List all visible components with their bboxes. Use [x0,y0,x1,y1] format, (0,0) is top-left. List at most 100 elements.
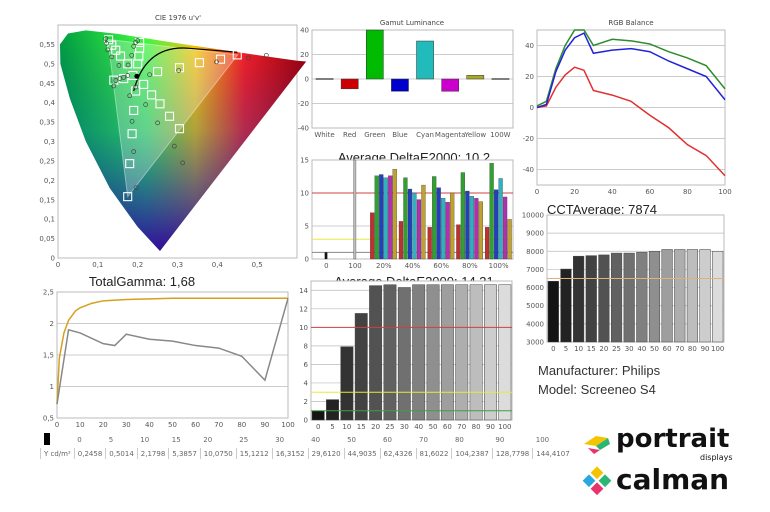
x-tick-label: 20 [371,423,380,431]
y-tick-label: 10 [299,324,308,332]
value-cell: 62,4326 [379,448,416,459]
cct-bar [648,251,661,343]
header-cell: 60 [383,436,392,444]
target-square [215,54,226,64]
gamut-bar-green [366,29,384,80]
deltae-bar [478,201,483,260]
deltae-bar [489,163,494,260]
x-tick-label: 15 [587,345,596,353]
x-tick-label: 0,4 [212,261,224,269]
deltae-bar [412,192,417,260]
cct-bar [547,280,559,343]
y-tick-label: 6000 [526,284,544,292]
x-tick-label: 90 [701,345,710,353]
x-tick-label: 70 [214,421,223,429]
x-tick-label: White [314,131,334,139]
y-tick-label: 40 [300,27,309,35]
grayscale-deltae-bar [397,287,411,421]
deltae-bar [460,172,465,260]
y-tick-label: 0,45 [39,80,55,88]
x-tick-label: 50 [429,423,438,431]
x-tick-label: 80% [462,262,478,270]
x-tick-label: 80 [688,345,697,353]
x-tick-label: 100 [711,345,724,353]
grayscale-deltae-bar [455,284,469,421]
x-tick-label: 60 [191,421,200,429]
x-tick-label: 100 [281,421,294,429]
y-tick-label: 8000 [526,248,544,256]
measured-point [129,118,135,124]
x-tick-label: 60% [433,262,449,270]
deltae-bar [441,198,446,260]
x-tick-label: 100 [718,188,731,196]
value-cell: 0,2458 [73,448,106,459]
y-tick-label: 3000 [526,339,544,347]
gamma-chart: TotalGamma: 1,68 0,5 1 1,5 2 2,5 0 10 20 30 40 50 6… [43,274,295,429]
x-tick-label: 70 [457,423,466,431]
y-tick-label: 0,05 [39,235,55,243]
target-square [125,159,135,169]
deltae-bar [403,177,408,260]
x-tick-label: Yellow [464,131,487,139]
y-tick-label: 10 [300,190,309,198]
deltae-bar [507,219,512,260]
y-tick-label: 0,55 [39,41,55,49]
deltae-bar [416,199,422,260]
value-cell: 15,1212 [235,448,273,459]
rgb-balance-chart: RGB Balance -40 -20 0 20 40 0 20 40 60 80 100 [523,19,732,196]
cct-bar [585,255,597,343]
measured-point [125,73,131,78]
y-tick-label: 0 [51,255,55,263]
y-tick-label: -20 [298,100,309,108]
deltae-bar [450,192,455,260]
x-tick-label: 60 [663,345,672,353]
deltae-bar [407,188,413,260]
target-square [119,74,129,84]
cct-chart: CCTAverage: 7874 30004000500060007000800… [522,202,725,353]
measured-point [111,83,117,89]
gamut-bar-cyan [416,40,434,80]
y-tick-label: 0,35 [39,119,55,127]
measured-point [147,72,152,78]
deltae-bar [456,224,461,260]
deltae-bar [432,176,437,260]
y-tick-label: 0 [304,417,308,425]
target-square [232,50,242,60]
gamma-target-line [56,297,288,405]
x-tick-label: 40 [145,421,154,429]
gamma-measured-line [56,298,289,405]
cct-bar [661,249,673,343]
measured-point [129,52,135,58]
y-tick-label: 0,2 [44,177,55,185]
measured-point [246,55,251,61]
x-tick-label: 60 [645,188,654,196]
y-tick-label: 0 [530,104,534,112]
y-tick-label: 8 [304,342,308,350]
target-square [153,67,163,77]
grayscale-deltae-bar [498,284,512,421]
y-tick-label: 0,3 [44,138,55,146]
value-cell: 104,2387 [451,448,493,459]
y-tick-label: -20 [523,135,534,143]
x-tick-label: 0 [535,188,539,196]
deltae-bar [324,252,328,260]
grayscale-deltae-bar [484,284,497,421]
x-tick-label: Blue [392,131,408,139]
target-square [164,111,175,121]
x-tick-label: 100 [498,423,511,431]
x-tick-label: 90 [486,423,495,431]
grayscale-deltae-bar [340,346,354,421]
model-label: Model: Screeneo S4 [538,382,656,397]
portrait-displays-logo [584,436,610,454]
target-square [147,90,157,100]
measured-point [109,54,115,60]
y-tick-label: 9000 [526,230,544,238]
y-tick-label: 14 [299,287,308,295]
x-tick-label: 0 [316,423,320,431]
x-tick-label: 20 [570,188,579,196]
y-tick-label: 6 [304,361,309,369]
header-cell: 70 [419,436,428,444]
y-tick-label: 2 [50,320,54,328]
luminance-table: 0 5 10 15 20 25 30 40 50 60 70 80 90 100… [40,432,573,459]
value-cell: 0,5014 [105,448,138,459]
